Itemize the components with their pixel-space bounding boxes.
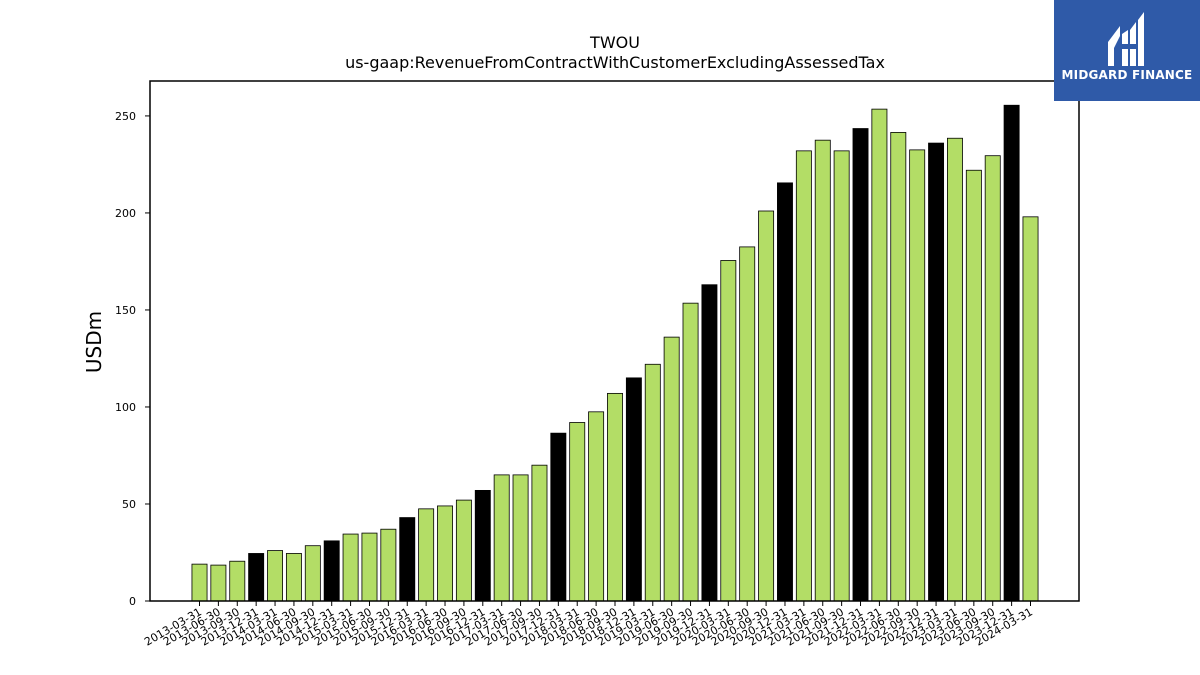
bar-2020-03-31 (720, 260, 737, 602)
bar-2020-12-31 (777, 182, 793, 602)
bar-2013-03-31 (191, 563, 208, 602)
bar-2023-09-30 (984, 155, 1001, 602)
bar-2014-06-30 (285, 553, 302, 602)
bar-2019-03-31 (644, 363, 661, 602)
bar-2023-03-31 (947, 137, 963, 602)
bar-2018-06-30 (588, 411, 605, 602)
bar-2021-12-31 (852, 128, 869, 602)
y-tick-label: 0 (129, 595, 136, 608)
bar-2022-09-30 (909, 149, 926, 602)
y-tick-label: 200 (115, 207, 136, 220)
y-tick-label: 150 (115, 304, 136, 317)
bar-2014-09-30 (304, 545, 321, 602)
bar-2023-06-30 (965, 169, 982, 602)
bar-2019-06-30 (663, 336, 680, 602)
bar-2021-09-30 (833, 150, 850, 602)
bar-2020-09-30 (758, 210, 775, 602)
bar-2017-09-30 (531, 464, 548, 602)
bar-2014-03-31 (267, 550, 283, 602)
bar-2015-09-30 (380, 528, 397, 602)
bar-2023-12-31 (1003, 104, 1020, 602)
bar-2018-03-31 (569, 422, 586, 602)
y-axis-label: USDm (82, 311, 106, 373)
chart-subtitle: us-gaap:RevenueFromContractWithCustomerE… (345, 53, 885, 72)
bar-2016-12-31 (474, 489, 491, 602)
x-axis: 2013-03-312013-06-302013-09-302013-12-31… (142, 601, 1035, 649)
bar-2016-09-30 (455, 499, 472, 602)
bar-2022-06-30 (890, 132, 907, 602)
bar-2019-09-30 (682, 302, 699, 602)
bar-2018-09-30 (607, 392, 623, 602)
bar-2013-09-30 (229, 560, 246, 602)
bar-2016-06-30 (437, 505, 453, 602)
bars-group (191, 104, 1039, 602)
bar-2021-03-31 (795, 150, 812, 602)
midgard-logo-icon (1108, 12, 1144, 66)
y-tick-label: 100 (115, 401, 136, 414)
bar-2014-12-31 (323, 540, 340, 602)
y-tick-label: 250 (115, 110, 136, 123)
bar-2013-06-30 (210, 564, 227, 602)
bar-2024-03-31 (1022, 216, 1039, 602)
brand-logo: MIDGARD FINANCE (1054, 0, 1200, 101)
y-tick-label: 50 (122, 498, 136, 511)
bar-2017-06-30 (512, 474, 529, 602)
bar-2017-03-31 (493, 474, 510, 602)
bar-2018-12-31 (625, 377, 642, 602)
chart-title: TWOU (589, 33, 640, 52)
bar-2020-06-30 (739, 246, 756, 602)
bar-2017-12-31 (550, 432, 567, 602)
bar-2015-12-31 (399, 517, 416, 602)
bar-2021-06-30 (814, 139, 831, 602)
bar-2019-12-31 (701, 284, 718, 602)
plot-frame (149, 80, 1080, 602)
y-axis: 0 50 100 150 200 250 (115, 110, 150, 608)
bar-2013-12-31 (248, 553, 265, 602)
bar-2022-03-31 (871, 108, 888, 602)
bar-2022-12-31 (928, 142, 945, 602)
bar-2016-03-31 (418, 508, 435, 602)
bar-2015-03-31 (342, 533, 359, 602)
bar-2015-06-30 (361, 532, 378, 602)
logo-text: MIDGARD FINANCE (1061, 68, 1193, 82)
